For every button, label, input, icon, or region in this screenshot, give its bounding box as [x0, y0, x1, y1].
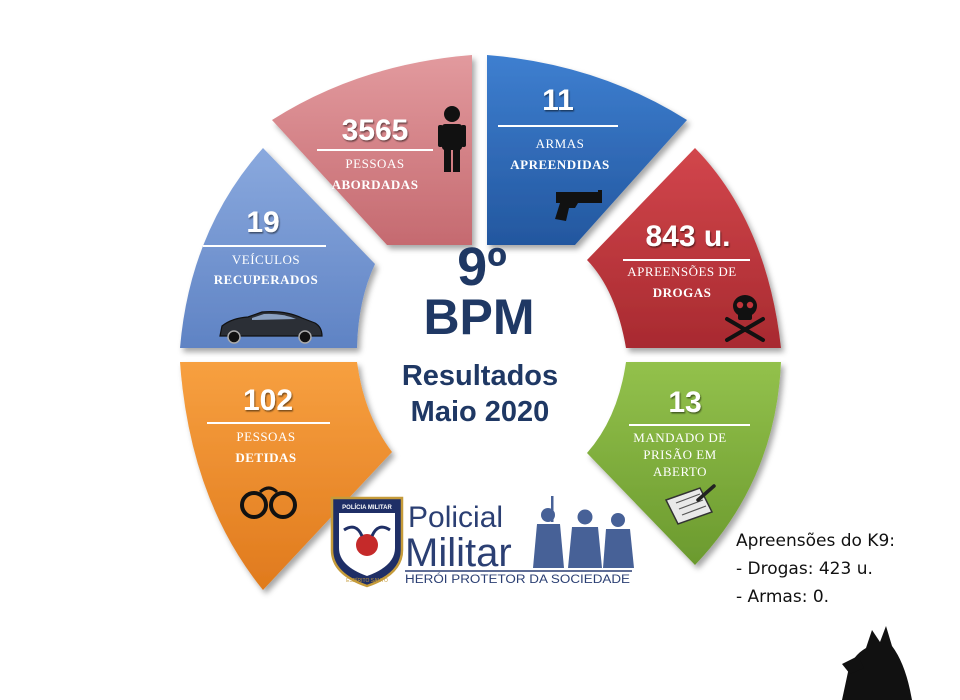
segment-apreensoes-drogas	[587, 148, 781, 348]
car-icon	[219, 311, 323, 344]
k9-summary: Apreensões do K9: - Drogas: 423 u. - Arm…	[736, 527, 946, 611]
stat-pessoas-abordadas: 3565 PESSOAS ABORDADAS	[317, 106, 466, 192]
segment-veiculos-recuperados	[180, 148, 375, 348]
stat-label: MANDADO DE	[633, 430, 726, 445]
logo-tagline: HERÓI PROTETOR DA SOCIEDADE	[405, 573, 630, 586]
stat-veiculos-recuperados: 19 VEÍCULOS RECUPERADOS	[203, 206, 326, 344]
stat-value: 11	[542, 84, 574, 117]
stat-value: 13	[668, 386, 701, 419]
segment-pessoas-detidas	[180, 362, 392, 590]
stat-label-bold: DROGAS	[653, 285, 712, 300]
k9-weapons: - Armas: 0.	[736, 587, 830, 607]
pm-badge-icon: POLÍCIA MILITAR ESPÍRITO SANTO	[330, 496, 404, 588]
stat-apreensoes-drogas: 843 u. APREENSÕES DE DROGAS	[623, 220, 765, 342]
policial-militar-logo: POLÍCIA MILITAR ESPÍRITO SANTO Policial …	[330, 496, 634, 588]
segment-armas-apreendidas	[487, 55, 687, 245]
badge-bottom-text: ESPÍRITO SANTO	[346, 577, 388, 584]
stat-label-2: PRISÃO EM	[643, 447, 717, 462]
stat-label-bold: DETIDAS	[235, 450, 296, 465]
stat-label: PESSOAS	[236, 429, 295, 444]
document-pen-icon	[664, 484, 716, 525]
stat-value: 843 u.	[645, 220, 730, 253]
stat-label: VEÍCULOS	[232, 252, 300, 267]
stat-label: ARMAS	[536, 136, 585, 151]
dog-silhouette-icon	[842, 626, 912, 700]
center-unit: BPM	[423, 289, 534, 345]
stat-value: 19	[246, 206, 279, 239]
pistol-icon	[555, 190, 602, 221]
officers-silhouette-icon	[533, 496, 634, 568]
skull-crossbones-icon	[725, 295, 765, 342]
stat-label-bold: RECUPERADOS	[214, 272, 318, 287]
person-icon	[438, 106, 466, 172]
center-rank: 9º	[457, 237, 507, 297]
center-line2: Maio 2020	[411, 396, 550, 428]
stat-label: PESSOAS	[345, 156, 404, 171]
stat-mandado-prisao: 13 MANDADO DE PRISÃO EM ABERTO	[629, 386, 750, 525]
logo-word-militar: Militar	[405, 531, 512, 575]
k9-drugs: - Drogas: 423 u.	[736, 559, 873, 579]
handcuffs-icon	[240, 486, 297, 519]
stat-armas-apreendidas: 11 ARMAS APREENDIDAS	[498, 84, 618, 221]
stat-value: 3565	[342, 114, 409, 147]
stat-pessoas-detidas: 102 PESSOAS DETIDAS	[207, 384, 330, 519]
stat-value: 102	[243, 384, 293, 417]
stat-label-bold: ABORDADAS	[332, 177, 419, 192]
stat-label-3: ABERTO	[653, 464, 707, 479]
logo-word-policial: Policial	[408, 501, 503, 534]
center-line1: Resultados	[402, 360, 558, 392]
badge-top-text: POLÍCIA MILITAR	[342, 503, 392, 511]
segment-mandado-prisao	[587, 362, 781, 565]
stat-label-bold: APREENDIDAS	[510, 157, 609, 172]
k9-title: Apreensões do K9:	[736, 531, 895, 551]
stat-label: APREENSÕES DE	[627, 264, 736, 279]
